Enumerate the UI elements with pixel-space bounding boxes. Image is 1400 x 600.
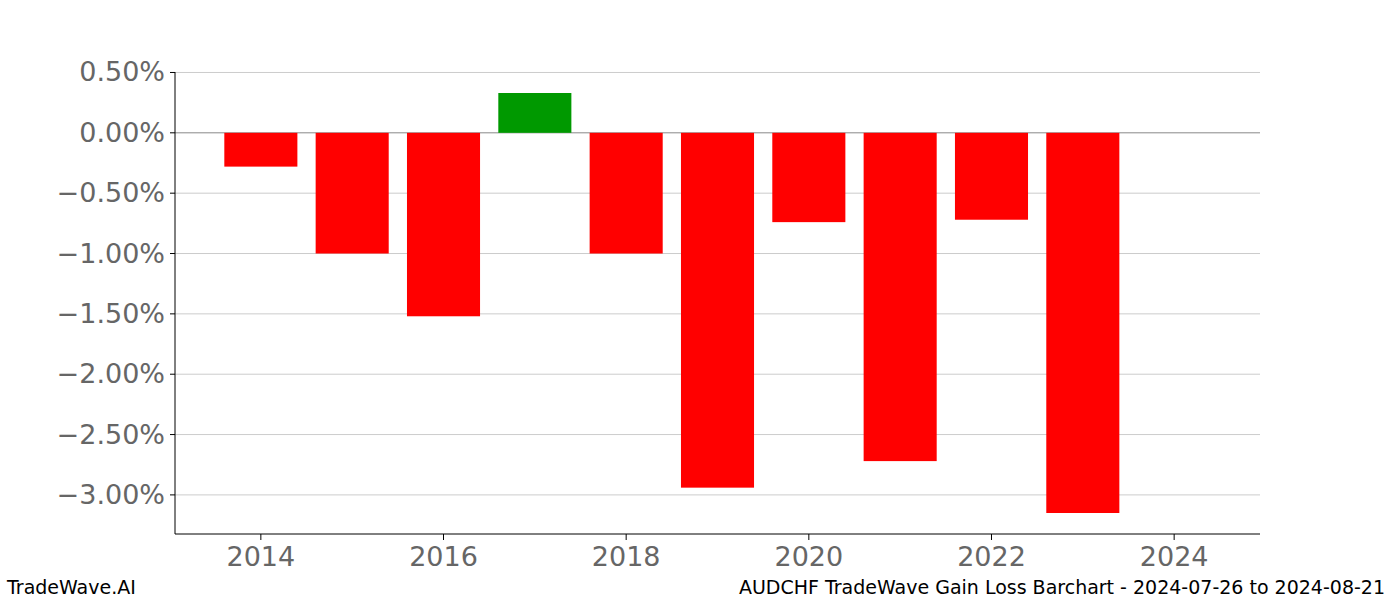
x-tick — [626, 534, 627, 540]
x-tick-label: 2024 — [1140, 541, 1209, 572]
bars — [224, 93, 1119, 513]
y-tick — [170, 132, 175, 133]
chart: 0.50% 0.00% −0.50% −1.00% −1.50% −2.00% −2.50%… — [0, 0, 1400, 600]
y-tick-label: −2.50% — [57, 419, 165, 450]
x-tick — [808, 534, 809, 540]
bar — [590, 133, 663, 254]
x-tick-label: 2016 — [409, 541, 478, 572]
y-tick-label: −0.50% — [57, 177, 165, 208]
x-tick — [991, 534, 992, 540]
x-tick-label: 2022 — [957, 541, 1026, 572]
x-tick — [1174, 534, 1175, 540]
y-tick — [170, 253, 175, 254]
bar — [1046, 133, 1119, 513]
bar — [498, 93, 571, 133]
x-axis — [175, 534, 1260, 535]
bar — [681, 133, 754, 488]
title: AUDCHF TradeWave Gain Loss Barchart - 20… — [739, 576, 1385, 598]
bar — [224, 133, 297, 167]
bar — [864, 133, 937, 461]
x-tick-label: 2014 — [226, 541, 295, 572]
y-tick-label: −1.00% — [57, 238, 165, 269]
bar — [955, 133, 1028, 220]
bar — [316, 133, 389, 254]
y-tick-label: 0.50% — [79, 56, 165, 87]
y-tick — [170, 374, 175, 375]
x-tick-label: 2018 — [592, 541, 661, 572]
x-tick-label: 2020 — [774, 541, 843, 572]
x-tick — [260, 534, 261, 540]
y-tick-label: −1.50% — [57, 298, 165, 329]
x-tick — [443, 534, 444, 540]
y-tick-label: 0.00% — [79, 117, 165, 148]
footer-left: TradeWave.AI — [6, 576, 136, 598]
y-tick — [170, 193, 175, 194]
bar — [772, 133, 845, 222]
y-tick — [170, 494, 175, 495]
y-tick-label: −2.00% — [57, 358, 165, 389]
y-tick — [170, 313, 175, 314]
y-tick — [170, 434, 175, 435]
grid-line — [175, 72, 1260, 73]
y-axis — [175, 72, 176, 534]
y-tick-label: −3.00% — [57, 479, 165, 510]
bar — [407, 133, 480, 316]
y-tick — [170, 72, 175, 73]
